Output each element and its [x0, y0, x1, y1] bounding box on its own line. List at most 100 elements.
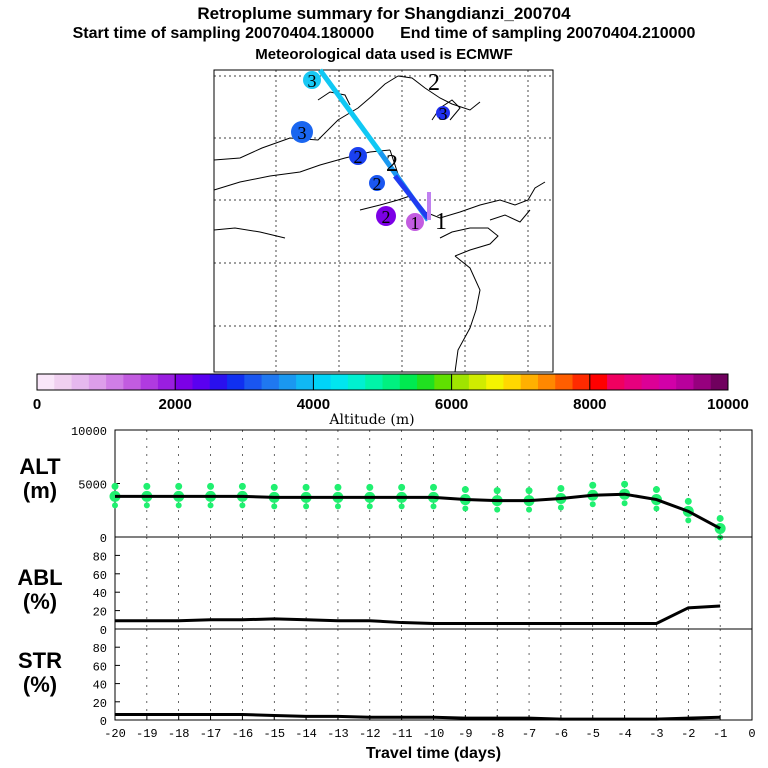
colorbar-swatch [486, 374, 504, 390]
cluster-label: 1 [435, 209, 447, 235]
x-tick-label: -16 [232, 727, 254, 741]
colorbar-tick-label: 6000 [435, 396, 468, 413]
colorbar-swatch [261, 374, 280, 390]
alt-scatter-point [303, 503, 310, 510]
cluster-label: 1 [411, 213, 420, 233]
y-tick-label: 10000 [71, 425, 107, 439]
plume-line [393, 174, 430, 220]
series-line-abl [115, 604, 721, 625]
colorbar-swatch [54, 374, 73, 390]
colorbar-swatch [244, 374, 263, 390]
alt-scatter-point [652, 486, 660, 494]
x-tick-label: -7 [522, 727, 536, 741]
colorbar-swatch [417, 374, 435, 390]
colorbar-swatch [71, 374, 90, 390]
y-tick-label: 5000 [78, 479, 107, 493]
met-data-label: Meteorological data used is ECMWF [255, 46, 513, 63]
x-tick-label: -2 [681, 727, 695, 741]
cluster-label: 2 [382, 207, 391, 227]
colorbar-swatch [88, 374, 107, 390]
alt-scatter-point [398, 483, 406, 491]
cluster-label: 2 [354, 147, 363, 167]
colorbar-swatch [227, 374, 245, 390]
alt-scatter-point [271, 503, 278, 510]
colorbar-tick-label: 8000 [573, 396, 606, 413]
sampling-times: Start time of sampling 20070404.180000 En… [0, 25, 768, 43]
colorbar-swatch [140, 374, 159, 390]
y-tick-label: 60 [93, 569, 107, 583]
alt-panel-title: ALT (m) [19, 454, 61, 503]
alt-scatter-point [430, 483, 437, 491]
x-tick-label: -6 [554, 727, 568, 741]
alt-scatter-point [653, 505, 660, 512]
colorbar-swatch [503, 374, 522, 390]
colorbar-swatch [607, 374, 625, 390]
colorbar-swatch [157, 374, 176, 390]
colorbar-swatch [330, 374, 349, 390]
x-tick-label: -11 [391, 727, 413, 741]
abl-panel-title: ABL (%) [17, 565, 63, 614]
cluster-label: 2 [386, 151, 398, 177]
colorbar-swatch [520, 374, 539, 390]
map-coastline [489, 209, 531, 223]
x-tick-label: -10 [423, 727, 445, 741]
plume-line [317, 68, 383, 154]
alt-scatter-point [366, 483, 374, 491]
cluster-marker [436, 106, 450, 120]
map-coastline [359, 195, 411, 211]
colorbar-tick-label: 0 [33, 396, 41, 413]
alt-scatter-point [461, 486, 469, 494]
alt-scatter-point [589, 481, 597, 489]
series-line-str [115, 713, 721, 721]
x-tick-label: -19 [136, 727, 158, 741]
cluster-label: 3 [439, 104, 448, 124]
colorbar-swatch [434, 374, 453, 390]
alt-scatter-point [143, 502, 150, 509]
alt-scatter-point [207, 482, 215, 490]
x-tick-label: -14 [295, 727, 317, 741]
str-panel-title: STR (%) [18, 648, 62, 697]
chart-title: Retroplume summary for Shangdianzi_20070… [197, 4, 571, 23]
x-tick-label: -9 [458, 727, 472, 741]
alt-scatter-point [238, 482, 246, 490]
y-tick-label: 0 [100, 532, 107, 546]
map-coastline [454, 255, 481, 373]
cluster-marker [349, 147, 367, 165]
x-tick-label: -17 [200, 727, 222, 741]
map-coastline [397, 75, 481, 111]
start-time-label: Start time of sampling 20070404.180000 [72, 25, 375, 42]
cluster-marker [406, 213, 424, 231]
colorbar-swatch [555, 374, 574, 390]
colorbar-swatch [537, 374, 556, 390]
colorbar-axis-label: Altitude (m) [328, 412, 414, 428]
cluster-marker [303, 71, 321, 89]
y-tick-label: 40 [93, 679, 107, 693]
series-line-alt [115, 492, 721, 530]
alt-scatter-point [621, 480, 629, 488]
alt-scatter-point [270, 483, 278, 491]
alt-scatter-point [302, 483, 310, 491]
alt-scatter-point [462, 505, 469, 512]
x-tick-label: 0 [748, 727, 755, 741]
colorbar-swatch [693, 374, 712, 390]
cluster-label: 3 [298, 123, 307, 143]
alt-scatter-point [175, 502, 182, 509]
alt-scatter-point [716, 514, 724, 522]
alt-scatter-point [430, 503, 437, 510]
x-tick-label: -20 [104, 727, 126, 741]
map-coastline [439, 227, 499, 257]
colorbar-tick-label: 10000 [707, 396, 749, 413]
x-tick-label: -3 [649, 727, 663, 741]
y-tick-label: 0 [100, 624, 107, 638]
colorbar-swatch [106, 374, 124, 390]
y-tick-label: 60 [93, 660, 107, 674]
alt-scatter-point [684, 497, 692, 505]
alt-scatter-point [239, 502, 246, 509]
alt-scatter-point [112, 502, 118, 509]
colorbar-swatch [365, 374, 383, 390]
map-coastline [419, 181, 546, 219]
cluster-label: 3 [308, 71, 317, 91]
